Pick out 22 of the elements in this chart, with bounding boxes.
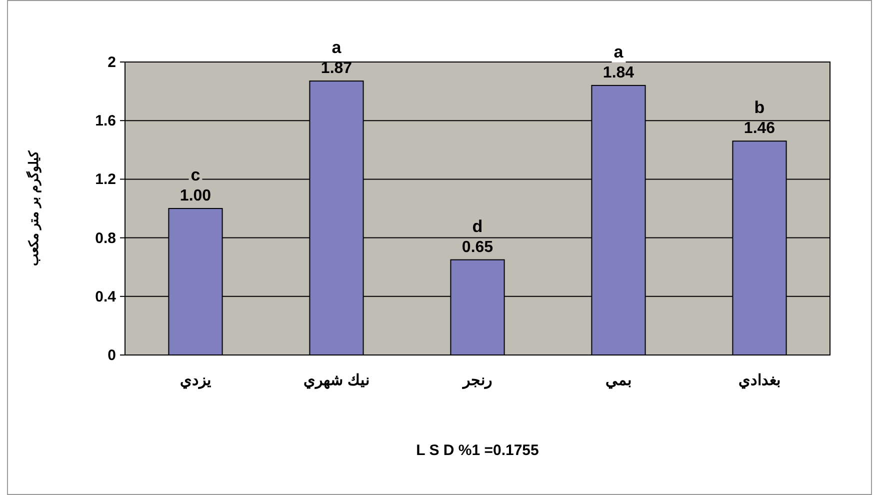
x-tick-label: رنجر	[462, 372, 492, 389]
x-tick-label: بغدادي	[738, 372, 780, 390]
annotation: c	[190, 166, 200, 184]
annotation: d	[472, 216, 483, 236]
x-tick-label: بمي	[606, 372, 632, 390]
x-tick-label: نيك شهري	[303, 372, 370, 390]
data-label: 1.00	[180, 188, 212, 204]
data-label: 1.46	[744, 120, 776, 138]
data-label: 0.65	[462, 238, 494, 256]
y-axis-title: كيلوگرم بر متر مكعب	[25, 150, 42, 266]
annotation: a	[332, 38, 342, 58]
x-tick-label: يزدي	[180, 372, 211, 390]
text: L S D %1 =0.1755	[416, 442, 539, 459]
y-tick-label: 0	[108, 347, 116, 364]
y-tick-label: 0.8	[95, 230, 116, 247]
y-tick-label: 1.2	[95, 171, 116, 188]
y-tick-label: 0.4	[95, 288, 117, 306]
data-label: 1.84	[602, 64, 634, 82]
y-tick-label: 1.6	[95, 112, 116, 130]
annotation: a	[614, 42, 624, 62]
y-tick-label: 2	[108, 54, 116, 71]
annotation: b	[754, 98, 765, 118]
